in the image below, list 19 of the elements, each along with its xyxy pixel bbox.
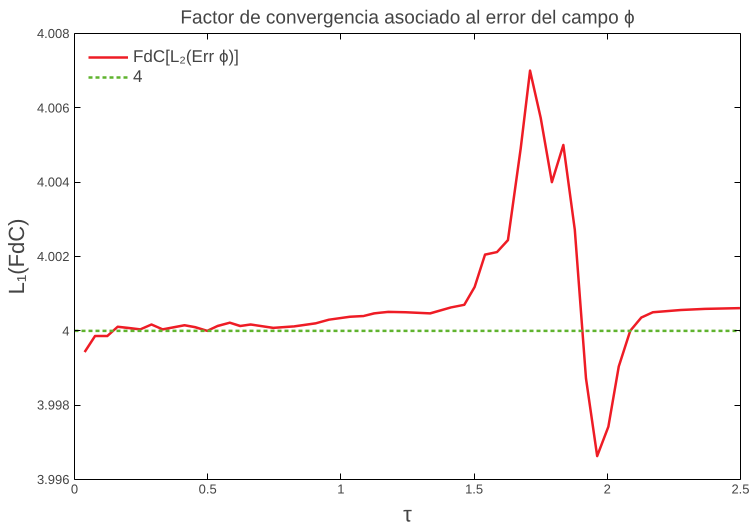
x-axis-title: τ: [403, 502, 412, 526]
y-tick-label: 3.996: [36, 472, 70, 487]
chart-title: Factor de convergencia asociado al error del campo ϕ: [180, 8, 635, 28]
y-tick-label: 3.998: [36, 398, 70, 413]
y-axis-title: L₁(FdC): [4, 218, 29, 294]
y-tick-label: 4.006: [36, 100, 70, 116]
y-tick-label: 4: [62, 323, 70, 338]
x-tick-label: 0: [70, 482, 78, 496]
line-series: [83, 69, 740, 458]
x-tick-label: 2.5: [731, 482, 750, 496]
legend-label: FdC[L₂(Err ϕ)]: [133, 47, 239, 67]
x-tick-label: 2: [604, 482, 611, 496]
y-tick-label: 4.004: [36, 174, 70, 190]
x-tick-label: 1: [337, 482, 345, 496]
y-tick-label: 4.002: [36, 249, 70, 264]
legend-label: 4: [133, 67, 144, 87]
x-tick-label: 0.5: [198, 482, 217, 496]
x-tick-label: 1.5: [465, 482, 484, 496]
y-tick-label: 4.008: [36, 26, 70, 41]
